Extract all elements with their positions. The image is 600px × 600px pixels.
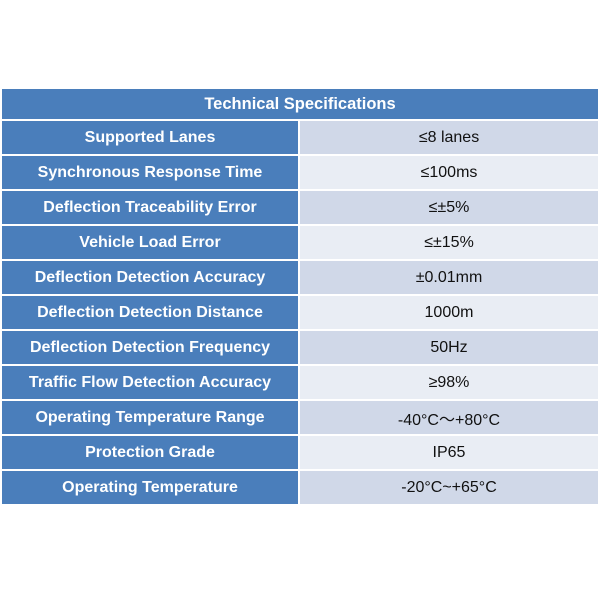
spec-value: -20°C~+65°C [300,471,598,506]
spec-label: Traffic Flow Detection Accuracy [2,366,300,401]
spec-value: -40°C～+80°C [300,401,598,436]
table-row: Supported Lanes ≤8 lanes [2,121,598,156]
table-row: Synchronous Response Time ≤100ms [2,156,598,191]
table-title: Technical Specifications [2,89,598,121]
spec-label: Operating Temperature [2,471,300,506]
spec-label: Protection Grade [2,436,300,471]
spec-label: Synchronous Response Time [2,156,300,191]
spec-label: Operating Temperature Range [2,401,300,436]
table-row: Deflection Traceability Error ≤±5% [2,191,598,226]
table-row: Deflection Detection Accuracy ±0.01mm [2,261,598,296]
spec-value: ≤100ms [300,156,598,191]
spec-value: IP65 [300,436,598,471]
spec-label: Deflection Detection Frequency [2,331,300,366]
spec-label: Deflection Traceability Error [2,191,300,226]
spec-label: Supported Lanes [2,121,300,156]
table-row: Vehicle Load Error ≤±15% [2,226,598,261]
spec-value: ≤±5% [300,191,598,226]
table-row: Protection Grade IP65 [2,436,598,471]
table-row: Operating Temperature -20°C~+65°C [2,471,598,506]
table-title-row: Technical Specifications [2,89,598,121]
spec-value: ±0.01mm [300,261,598,296]
table-row: Deflection Detection Distance 1000m [2,296,598,331]
spec-label: Deflection Detection Distance [2,296,300,331]
spec-value: 1000m [300,296,598,331]
spec-label: Vehicle Load Error [2,226,300,261]
table-row: Traffic Flow Detection Accuracy ≥98% [2,366,598,401]
spec-value: ≤8 lanes [300,121,598,156]
spec-label: Deflection Detection Accuracy [2,261,300,296]
table-row: Operating Temperature Range -40°C～+80°C [2,401,598,436]
spec-value: ≤±15% [300,226,598,261]
spec-value: 50Hz [300,331,598,366]
specifications-table: Technical Specifications Supported Lanes… [2,89,598,506]
spec-value: ≥98% [300,366,598,401]
table-row: Deflection Detection Frequency 50Hz [2,331,598,366]
